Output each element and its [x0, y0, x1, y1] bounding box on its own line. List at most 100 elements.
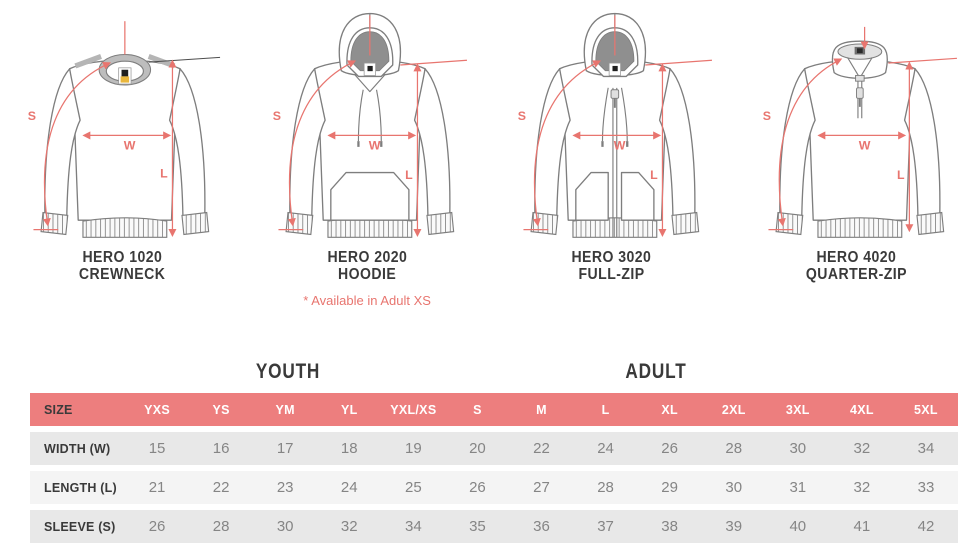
column-header: YL	[340, 402, 358, 417]
length-label: L	[405, 168, 413, 182]
column-header: S	[473, 402, 482, 417]
product-model: HERO 3020	[571, 249, 652, 266]
table-row-sleeve: SLEEVE (S) 26 28 30 32 34 35 36 37 38 39…	[30, 510, 958, 543]
column-header: 3XL	[785, 402, 810, 417]
width-value: 18	[340, 440, 358, 457]
row-label: LENGTH (L)	[44, 480, 117, 495]
sleeve-label: S	[762, 109, 770, 123]
product-style: QUARTER-ZIP	[806, 265, 908, 283]
panel-full-zip: S W L HERO 3020 FULL-ZIP	[490, 0, 735, 330]
hem-ribbing	[817, 217, 902, 238]
length-value: 26	[469, 479, 486, 496]
sleeve-dimension-arrow	[287, 60, 357, 227]
column-header: 5XL	[914, 402, 938, 417]
product-title: HERO 4020 QUARTER-ZIP	[799, 249, 914, 284]
column-header: L	[601, 402, 610, 417]
hoodie-diagram: S W L	[273, 12, 468, 238]
product-model: HERO 1020	[82, 249, 163, 266]
width-value: 24	[597, 440, 614, 457]
sleeve-value: 37	[597, 518, 614, 535]
length-value: 22	[212, 479, 230, 496]
product-diagrams: S W L HERO 1020 CREWNECK	[28, 0, 979, 330]
panel-quarter-zip: S W L HERO 4020 QUARTER-ZIP	[734, 0, 979, 330]
sleeve-value: 26	[148, 518, 166, 535]
length-value: 21	[148, 479, 166, 496]
width-value: 26	[661, 440, 678, 457]
sleeve-dimension-arrow	[777, 58, 842, 227]
left-cuff	[775, 211, 803, 236]
length-label: L	[897, 168, 905, 182]
sleeve-value: 35	[469, 518, 486, 535]
length-value: 30	[725, 479, 743, 496]
length-value: 24	[340, 479, 358, 496]
hem-ribbing	[82, 217, 168, 238]
sleeve-value: 41	[853, 518, 871, 535]
width-value: 22	[533, 440, 550, 457]
left-cuff	[40, 211, 69, 236]
sleeve-value: 32	[340, 518, 358, 535]
length-value: 29	[661, 479, 678, 496]
sleeve-label: S	[273, 109, 281, 123]
product-style: HOODIE	[338, 265, 397, 283]
group-header-youth: YOUTH	[249, 360, 328, 384]
group-header-adult: ADULT	[619, 360, 694, 384]
length-value: 23	[276, 479, 294, 496]
size-table: SIZE YXS YS YM YL YXL/XS S M L XL 2XL 3X…	[30, 393, 958, 549]
shoulder-reference-line	[887, 57, 957, 64]
shoulder-reference-line	[400, 59, 468, 66]
length-value: 32	[853, 479, 871, 496]
left-cuff	[530, 211, 559, 236]
width-value: 30	[789, 440, 807, 457]
sleeve-label: S	[518, 109, 526, 123]
quarter-zip-diagram: S W L	[762, 26, 957, 238]
zipper-pull-icon	[854, 74, 865, 107]
product-model: HERO 2020	[327, 249, 408, 266]
product-model: HERO 4020	[816, 249, 897, 266]
pocket-right-half	[620, 171, 655, 221]
group-adult-label: ADULT	[625, 360, 687, 383]
column-header: 2XL	[721, 402, 746, 417]
product-title: HERO 2020 HOODIE	[322, 249, 413, 284]
sleeve-value: 28	[212, 518, 230, 535]
sleeve-dimension-arrow	[43, 62, 112, 227]
width-value: 19	[404, 440, 422, 457]
width-value: 15	[148, 440, 166, 457]
drawstring-aglets	[357, 141, 383, 147]
column-header: XL	[661, 402, 678, 417]
sleeve-value: 34	[404, 518, 422, 535]
collar-front-split	[846, 57, 873, 77]
width-label: W	[369, 139, 381, 153]
column-header: YXL/XS	[390, 402, 437, 417]
length-label: L	[650, 168, 658, 182]
panel-hoodie: S W L HERO 2020 HOODIE * Available in Ad…	[245, 0, 490, 330]
table-row-width: WIDTH (W) 15 16 17 18 19 20 22 24 26 28 …	[30, 432, 958, 465]
column-header: YXS	[144, 402, 170, 417]
zipper-pull-icon	[610, 89, 620, 108]
length-value: 31	[789, 479, 807, 496]
sleeve-value: 40	[789, 518, 807, 535]
crewneck-diagram: S W L	[28, 21, 221, 238]
sleeve-dimension-arrow	[532, 60, 601, 227]
product-title: HERO 1020 CREWNECK	[73, 249, 171, 284]
full-zip-diagram: S W L	[518, 12, 712, 238]
width-value: 34	[917, 440, 935, 457]
width-label: W	[858, 139, 870, 153]
kangaroo-pocket	[330, 171, 410, 221]
shoulder-reference-line	[148, 56, 221, 63]
left-cuff	[285, 211, 314, 236]
sleeve-value: 39	[725, 518, 743, 535]
neck-tag-icon	[118, 67, 132, 85]
length-label: L	[160, 166, 168, 180]
sleeve-label: S	[28, 109, 36, 123]
sleeve-value: 30	[276, 518, 294, 535]
sleeve-value: 36	[533, 518, 550, 535]
width-value: 17	[276, 440, 294, 457]
drawstring-aglets	[601, 141, 629, 147]
length-value: 27	[533, 479, 550, 496]
product-note: * Available in Adult XS	[303, 292, 431, 308]
column-header-size: SIZE	[44, 402, 73, 417]
table-header-row: SIZE YXS YS YM YL YXL/XS S M L XL 2XL 3X…	[30, 393, 958, 426]
product-style: FULL-ZIP	[578, 265, 645, 283]
hood-v-front	[354, 74, 386, 93]
